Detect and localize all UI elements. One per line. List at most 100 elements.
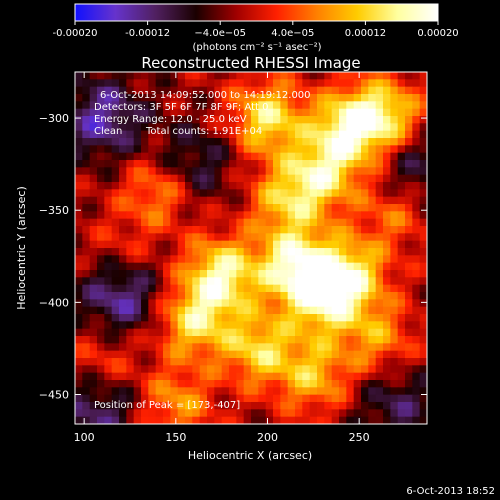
heatmap-cell — [361, 226, 369, 234]
heatmap-cell — [119, 196, 127, 205]
heatmap-cell — [251, 328, 259, 337]
heatmap-cell — [104, 167, 113, 176]
heatmap-cell — [243, 328, 252, 337]
heatmap-cell — [97, 72, 105, 80]
heatmap-cell — [346, 196, 355, 205]
heatmap-cell — [390, 72, 399, 80]
heatmap-cell — [89, 167, 98, 176]
heatmap-cell — [295, 160, 303, 168]
heatmap-cell — [265, 284, 274, 293]
heatmap-cell — [287, 306, 296, 315]
heatmap-cell — [192, 240, 201, 249]
heatmap-cell — [141, 240, 149, 249]
heatmap-cell — [302, 174, 311, 183]
heatmap-cell — [163, 292, 171, 300]
heatmap-cell — [317, 189, 325, 198]
heatmap-cell — [214, 152, 223, 161]
heatmap-cell — [383, 226, 391, 234]
heatmap-cell — [97, 358, 105, 366]
heatmap-cell — [419, 277, 427, 286]
heatmap-cell — [383, 182, 391, 190]
heatmap-cell — [185, 292, 193, 300]
heatmap-cell — [82, 343, 91, 352]
heatmap-cell — [339, 394, 347, 403]
heatmap-cell — [361, 328, 369, 337]
heatmap-cell — [361, 182, 369, 190]
heatmap-cell — [207, 350, 215, 359]
heatmap-cell — [295, 174, 303, 183]
heatmap-cell — [361, 79, 369, 88]
heatmap-cell — [258, 277, 267, 286]
heatmap-cell — [258, 292, 267, 300]
heatmap-cell — [317, 116, 325, 124]
heatmap-cell — [141, 152, 149, 161]
heatmap-cell — [97, 299, 105, 308]
heatmap-cell — [199, 321, 208, 330]
heatmap-cell — [207, 394, 215, 403]
heatmap-cell — [317, 123, 325, 132]
heatmap-cell — [148, 72, 157, 80]
heatmap-cell — [75, 182, 83, 190]
heatmap-cell — [207, 248, 215, 256]
heatmap-cell — [405, 196, 413, 205]
heatmap-cell — [324, 123, 333, 132]
heatmap-cell — [207, 167, 215, 176]
heatmap-cell — [397, 402, 406, 410]
heatmap-cell — [177, 365, 186, 374]
heatmap-cell — [324, 79, 333, 88]
heatmap-cell — [375, 343, 384, 352]
heatmap-cell — [155, 314, 164, 322]
heatmap-cell — [412, 394, 421, 403]
heatmap-cell — [119, 86, 127, 95]
heatmap-cell — [397, 86, 406, 95]
heatmap-cell — [295, 145, 303, 154]
heatmap-cell — [302, 299, 311, 308]
heatmap-cell — [309, 248, 318, 256]
heatmap-cell — [163, 72, 171, 80]
heatmap-cell — [375, 336, 384, 344]
heatmap-cell — [229, 108, 237, 117]
heatmap-cell — [258, 409, 267, 418]
heatmap-cell — [324, 248, 333, 256]
heatmap-cell — [265, 292, 274, 300]
heatmap-cell — [148, 380, 157, 388]
heatmap-cell — [295, 358, 303, 366]
heatmap-cell — [221, 196, 230, 205]
heatmap-cell — [265, 402, 274, 410]
heatmap-cell — [229, 218, 237, 227]
heatmap-cell — [163, 116, 171, 124]
heatmap-cell — [383, 306, 391, 315]
heatmap-cell — [75, 292, 83, 300]
heatmap-cell — [89, 387, 98, 396]
heatmap-cell — [302, 130, 311, 139]
heatmap-cell — [192, 394, 201, 403]
heatmap-cell — [214, 380, 223, 388]
heatmap-cell — [89, 380, 98, 388]
heatmap-cell — [214, 79, 223, 88]
heatmap-cell — [295, 204, 303, 212]
heatmap-cell — [170, 292, 179, 300]
heatmap-cell — [295, 277, 303, 286]
heatmap-cell — [346, 204, 355, 212]
heatmap-cell — [317, 416, 325, 424]
heatmap-cell — [155, 277, 164, 286]
heatmap-cell — [243, 402, 252, 410]
heatmap-cell — [324, 152, 333, 161]
heatmap-cell — [383, 86, 391, 95]
heatmap-cell — [243, 394, 252, 403]
heatmap-cell — [295, 123, 303, 132]
heatmap-cell — [155, 145, 164, 154]
heatmap-cell — [258, 255, 267, 264]
heatmap-cell — [111, 387, 120, 396]
heatmap-cell — [390, 277, 399, 286]
heatmap-cell — [383, 123, 391, 132]
heatmap-cell — [419, 108, 427, 117]
heatmap-cell — [309, 189, 318, 198]
heatmap-cell — [273, 145, 281, 154]
heatmap-cell — [265, 94, 274, 102]
heatmap-cell — [265, 321, 274, 330]
heatmap-cell — [309, 270, 318, 278]
heatmap-cell — [236, 101, 245, 110]
heatmap-cell — [75, 86, 83, 95]
heatmap-cell — [199, 358, 208, 366]
